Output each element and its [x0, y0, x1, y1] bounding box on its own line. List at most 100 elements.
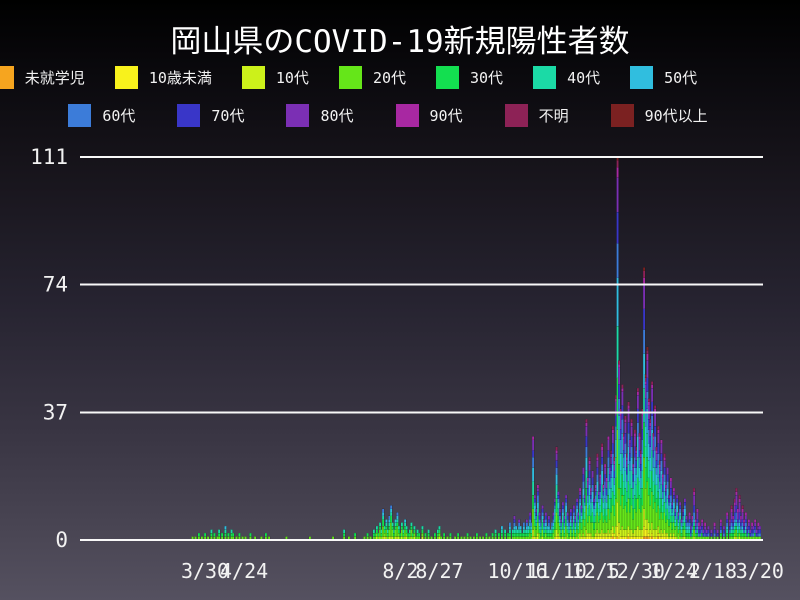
bar-segment-t30: [427, 532, 430, 537]
bar-segment-t70: [630, 436, 633, 448]
bar-segment-t40: [396, 519, 399, 523]
bar-segment-t90: [636, 391, 640, 396]
bar-segment-t40: [372, 529, 376, 534]
bar-segment-t40: [500, 529, 504, 534]
bar-segment-t80: [536, 488, 540, 492]
bar-segment-t90: [646, 353, 649, 361]
bar-segment-t70: [569, 512, 572, 517]
bar-segment-t40: [342, 529, 346, 534]
bar-segment-t60: [660, 460, 663, 472]
legend-swatch-o90: [610, 104, 634, 127]
bar-segment-t30: [221, 532, 224, 537]
bar-segment-t20: [421, 532, 424, 537]
bar-segment-t50: [389, 508, 393, 513]
bar-segment-t30: [249, 532, 252, 537]
bar-segment-t30: [457, 532, 460, 537]
bar-segment-t60: [643, 329, 646, 354]
bar-segment-unk: [730, 505, 733, 510]
bar-segment-unk: [643, 270, 646, 278]
bar-segment-unk: [624, 415, 627, 420]
bar-segment-t80: [525, 519, 529, 523]
bar-segment-t80: [753, 522, 757, 527]
bar-segment-t90: [753, 519, 757, 523]
bar-segment-t90: [647, 401, 651, 406]
bar-segment-t20: [438, 532, 441, 537]
bar-segment-t80: [758, 525, 762, 530]
x-tick-label-1/24: 1/24: [650, 559, 698, 583]
bar-segment-t90: [738, 498, 741, 503]
legend-swatch-t50: [630, 66, 654, 89]
bar-segment-t30: [725, 532, 729, 537]
bar-segment-t70: [566, 515, 569, 520]
bar-segment-unk: [630, 419, 633, 423]
bar-segment-t60: [547, 522, 551, 527]
bar-segment-t80: [621, 391, 624, 406]
bar-segment-t80: [678, 501, 682, 506]
bar-segment-t80: [693, 494, 696, 506]
bar-segment-t70: [696, 519, 699, 523]
bar-segment-t50: [385, 519, 388, 523]
bar-segment-t80: [564, 494, 568, 499]
bar-segment-unk: [657, 425, 660, 430]
bar-segment-t60: [585, 446, 588, 458]
bar-segment-t60: [522, 522, 526, 527]
bar-segment-t80: [683, 498, 687, 503]
bar-segment-t40: [391, 522, 394, 527]
bar-segment-t90: [585, 422, 588, 427]
bar-segment-t90: [719, 519, 723, 523]
bar-segment-t30: [485, 532, 488, 537]
bar-segment-t60: [650, 415, 654, 430]
bar-segment-t30: [438, 529, 441, 534]
bar-segment-t60: [508, 522, 512, 527]
bar-segment-unk: [588, 456, 591, 461]
bar-segment-t60: [713, 532, 716, 537]
bar-segment-t30: [413, 529, 416, 534]
bar-segment-t80: [672, 491, 676, 496]
bar-segment-t60: [725, 522, 729, 527]
legend-row-1: 未就学児 10歳未満 10代 20代 30代 40代 50代: [0, 66, 744, 89]
x-tick-label-8/2: 8/2: [382, 559, 418, 583]
bar-segment-t50: [596, 481, 599, 492]
x-tick-label-3/30: 3/30: [181, 559, 229, 583]
bar-segment-t90: [588, 460, 591, 465]
bar-segment-t80: [630, 425, 633, 437]
y-axis-labels: 0 37 74 111: [30, 145, 68, 552]
bar-segment-unk: [653, 405, 657, 410]
bar-segment-t70: [643, 308, 646, 330]
legend-row-2: 60代 70代 80代 90代 不明 90代以上: [0, 104, 788, 127]
bar-segment-t90: [600, 446, 604, 451]
bar-segment-t70: [646, 377, 649, 392]
legend-label-t40: 40代: [567, 69, 601, 87]
bar-segment-t60: [630, 446, 633, 458]
legend-label-u10: 10歳未満: [148, 69, 212, 87]
y-tick-label-0: 0: [55, 528, 68, 552]
bar-segment-t60: [669, 494, 672, 503]
bar-segment-t30: [197, 532, 200, 537]
bar-segment-t50: [725, 525, 729, 530]
legend-item-t80: 80代: [286, 104, 354, 127]
bar-segment-t60: [557, 498, 560, 503]
bar-segment-t70: [657, 443, 660, 454]
legend-item-o90: 90代以上: [610, 104, 708, 127]
bar-segment-t30: [224, 532, 227, 537]
legend-label-unk: 不明: [538, 107, 569, 125]
legend-item-t50: 50代: [630, 66, 697, 89]
bar-segment-t80: [710, 529, 713, 534]
bar-segment-t40: [494, 529, 497, 534]
bar-segment-t70: [575, 501, 579, 506]
bar-segment-t30: [217, 532, 221, 537]
bar-segment-o90: [646, 346, 649, 351]
bar-segment-t90: [607, 436, 610, 441]
legend-swatch-t40: [533, 66, 557, 89]
legend-item-u10: 10歳未満: [114, 66, 212, 89]
bar-segment-t50: [557, 501, 560, 510]
bar-segment-t40: [532, 481, 535, 496]
bar-segment-t60: [555, 467, 558, 475]
bar-segment-t90: [578, 488, 582, 492]
bar-segment-t70: [713, 529, 716, 534]
bar-segment-t30: [400, 525, 404, 530]
bar-segment-t70: [557, 494, 560, 499]
bar-segment-t60: [683, 505, 687, 510]
bar-segment-t70: [528, 515, 532, 520]
